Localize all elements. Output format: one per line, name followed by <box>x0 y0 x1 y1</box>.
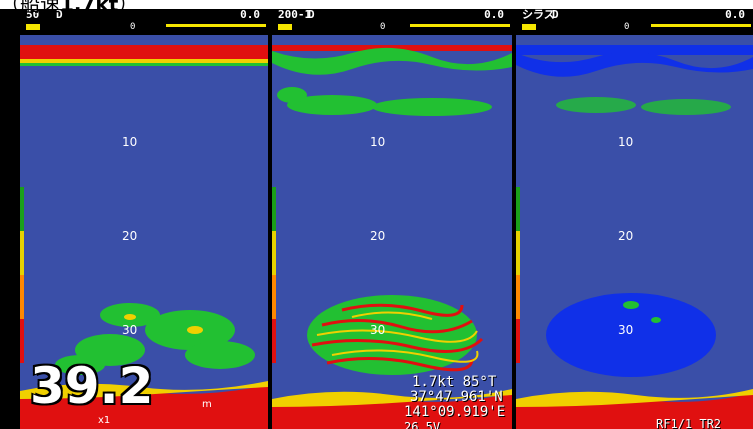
frequency-label: シラス <box>522 9 555 21</box>
gain-box <box>26 24 40 30</box>
gain-bar <box>410 24 510 27</box>
gain-value: 0.0 <box>725 9 745 21</box>
color-scale-red <box>272 319 276 363</box>
echogram-graphic <box>20 45 268 429</box>
speed-heading-readout: 1.7kt 85°T <box>412 374 497 390</box>
gain-bar <box>166 24 266 27</box>
longitude-readout: 141°09.919'E <box>404 404 506 420</box>
depth-zero-label: 0 <box>624 22 630 32</box>
gain-box <box>522 24 536 30</box>
panel-header: 200-1 D 0.0 <box>272 9 512 21</box>
panel-divider <box>512 9 516 429</box>
mode-label: D <box>308 9 315 21</box>
depth-label-20: 20 <box>122 229 138 243</box>
range-footer: RF1/1 TR2 <box>656 417 722 429</box>
echogram: 10 20 30 <box>272 35 512 429</box>
depth-label-10: 10 <box>122 135 138 149</box>
latitude-readout: 37°47.961'N <box>410 389 503 405</box>
frequency-label: 50 <box>26 9 40 21</box>
color-scale-orange <box>20 275 24 319</box>
echo-panel-shirasu[interactable]: シラス D 0.0 0 <box>516 9 753 429</box>
caption-suffix: ） <box>118 0 139 16</box>
depth-zero-label: 0 <box>380 22 386 32</box>
depth-label-10: 10 <box>370 135 386 149</box>
voltage-readout: 26.5V <box>404 420 441 429</box>
color-scale-orange <box>516 275 520 319</box>
gain-value: 0.0 <box>484 9 504 21</box>
panel-header: シラス D 0.0 <box>516 9 753 21</box>
depth-zero-label: 0 <box>130 22 136 32</box>
gain-box <box>278 24 292 30</box>
panel-header: 50 D 0.0 <box>20 9 268 21</box>
color-scale-orange <box>272 275 276 319</box>
depth-label-30: 30 <box>618 323 634 337</box>
echogram-graphic <box>516 45 753 429</box>
echo-panel-200-1[interactable]: 200-1 D 0.0 0 <box>272 9 512 429</box>
mode-label: D <box>56 9 63 21</box>
mode-label: D <box>552 9 559 21</box>
color-scale-red <box>516 319 520 363</box>
gain-indicator-row: 0 <box>516 21 753 35</box>
color-scale-green <box>20 187 24 231</box>
gain-indicator-row: 0 <box>20 21 268 35</box>
depth-label-30: 30 <box>122 323 138 337</box>
gain-value: 0.0 <box>240 9 260 21</box>
depth-unit: m <box>202 399 212 410</box>
speed-caption: （船速1.7kt） <box>0 0 138 16</box>
color-scale-green <box>272 187 276 231</box>
color-scale-yellow <box>272 231 276 275</box>
color-scale-yellow <box>516 231 520 275</box>
color-scale-yellow <box>20 231 24 275</box>
echo-panel-50[interactable]: 50 D 0.0 0 <box>20 9 268 429</box>
echogram: 10 20 30 <box>516 35 753 429</box>
caption-prefix: （船速 <box>0 0 60 16</box>
frequency-label: 200-1 <box>278 9 312 21</box>
color-scale-green <box>516 187 520 231</box>
zoom-scale: x1 <box>98 415 111 426</box>
panel-divider <box>268 9 272 429</box>
caption-speed: 1.7kt <box>60 0 119 16</box>
depth-label-20: 20 <box>618 229 634 243</box>
depth-readout: 39.2 <box>30 357 154 415</box>
echogram-graphic <box>272 45 512 429</box>
depth-label-20: 20 <box>370 229 386 243</box>
gain-bar <box>651 24 751 27</box>
color-scale-red <box>20 319 24 363</box>
gain-indicator-row: 0 <box>272 21 512 35</box>
sounder-screen: 50 D 0.0 0 <box>0 9 753 429</box>
echogram: 10 20 30 <box>20 35 268 429</box>
depth-label-10: 10 <box>618 135 634 149</box>
depth-label-30: 30 <box>370 323 386 337</box>
